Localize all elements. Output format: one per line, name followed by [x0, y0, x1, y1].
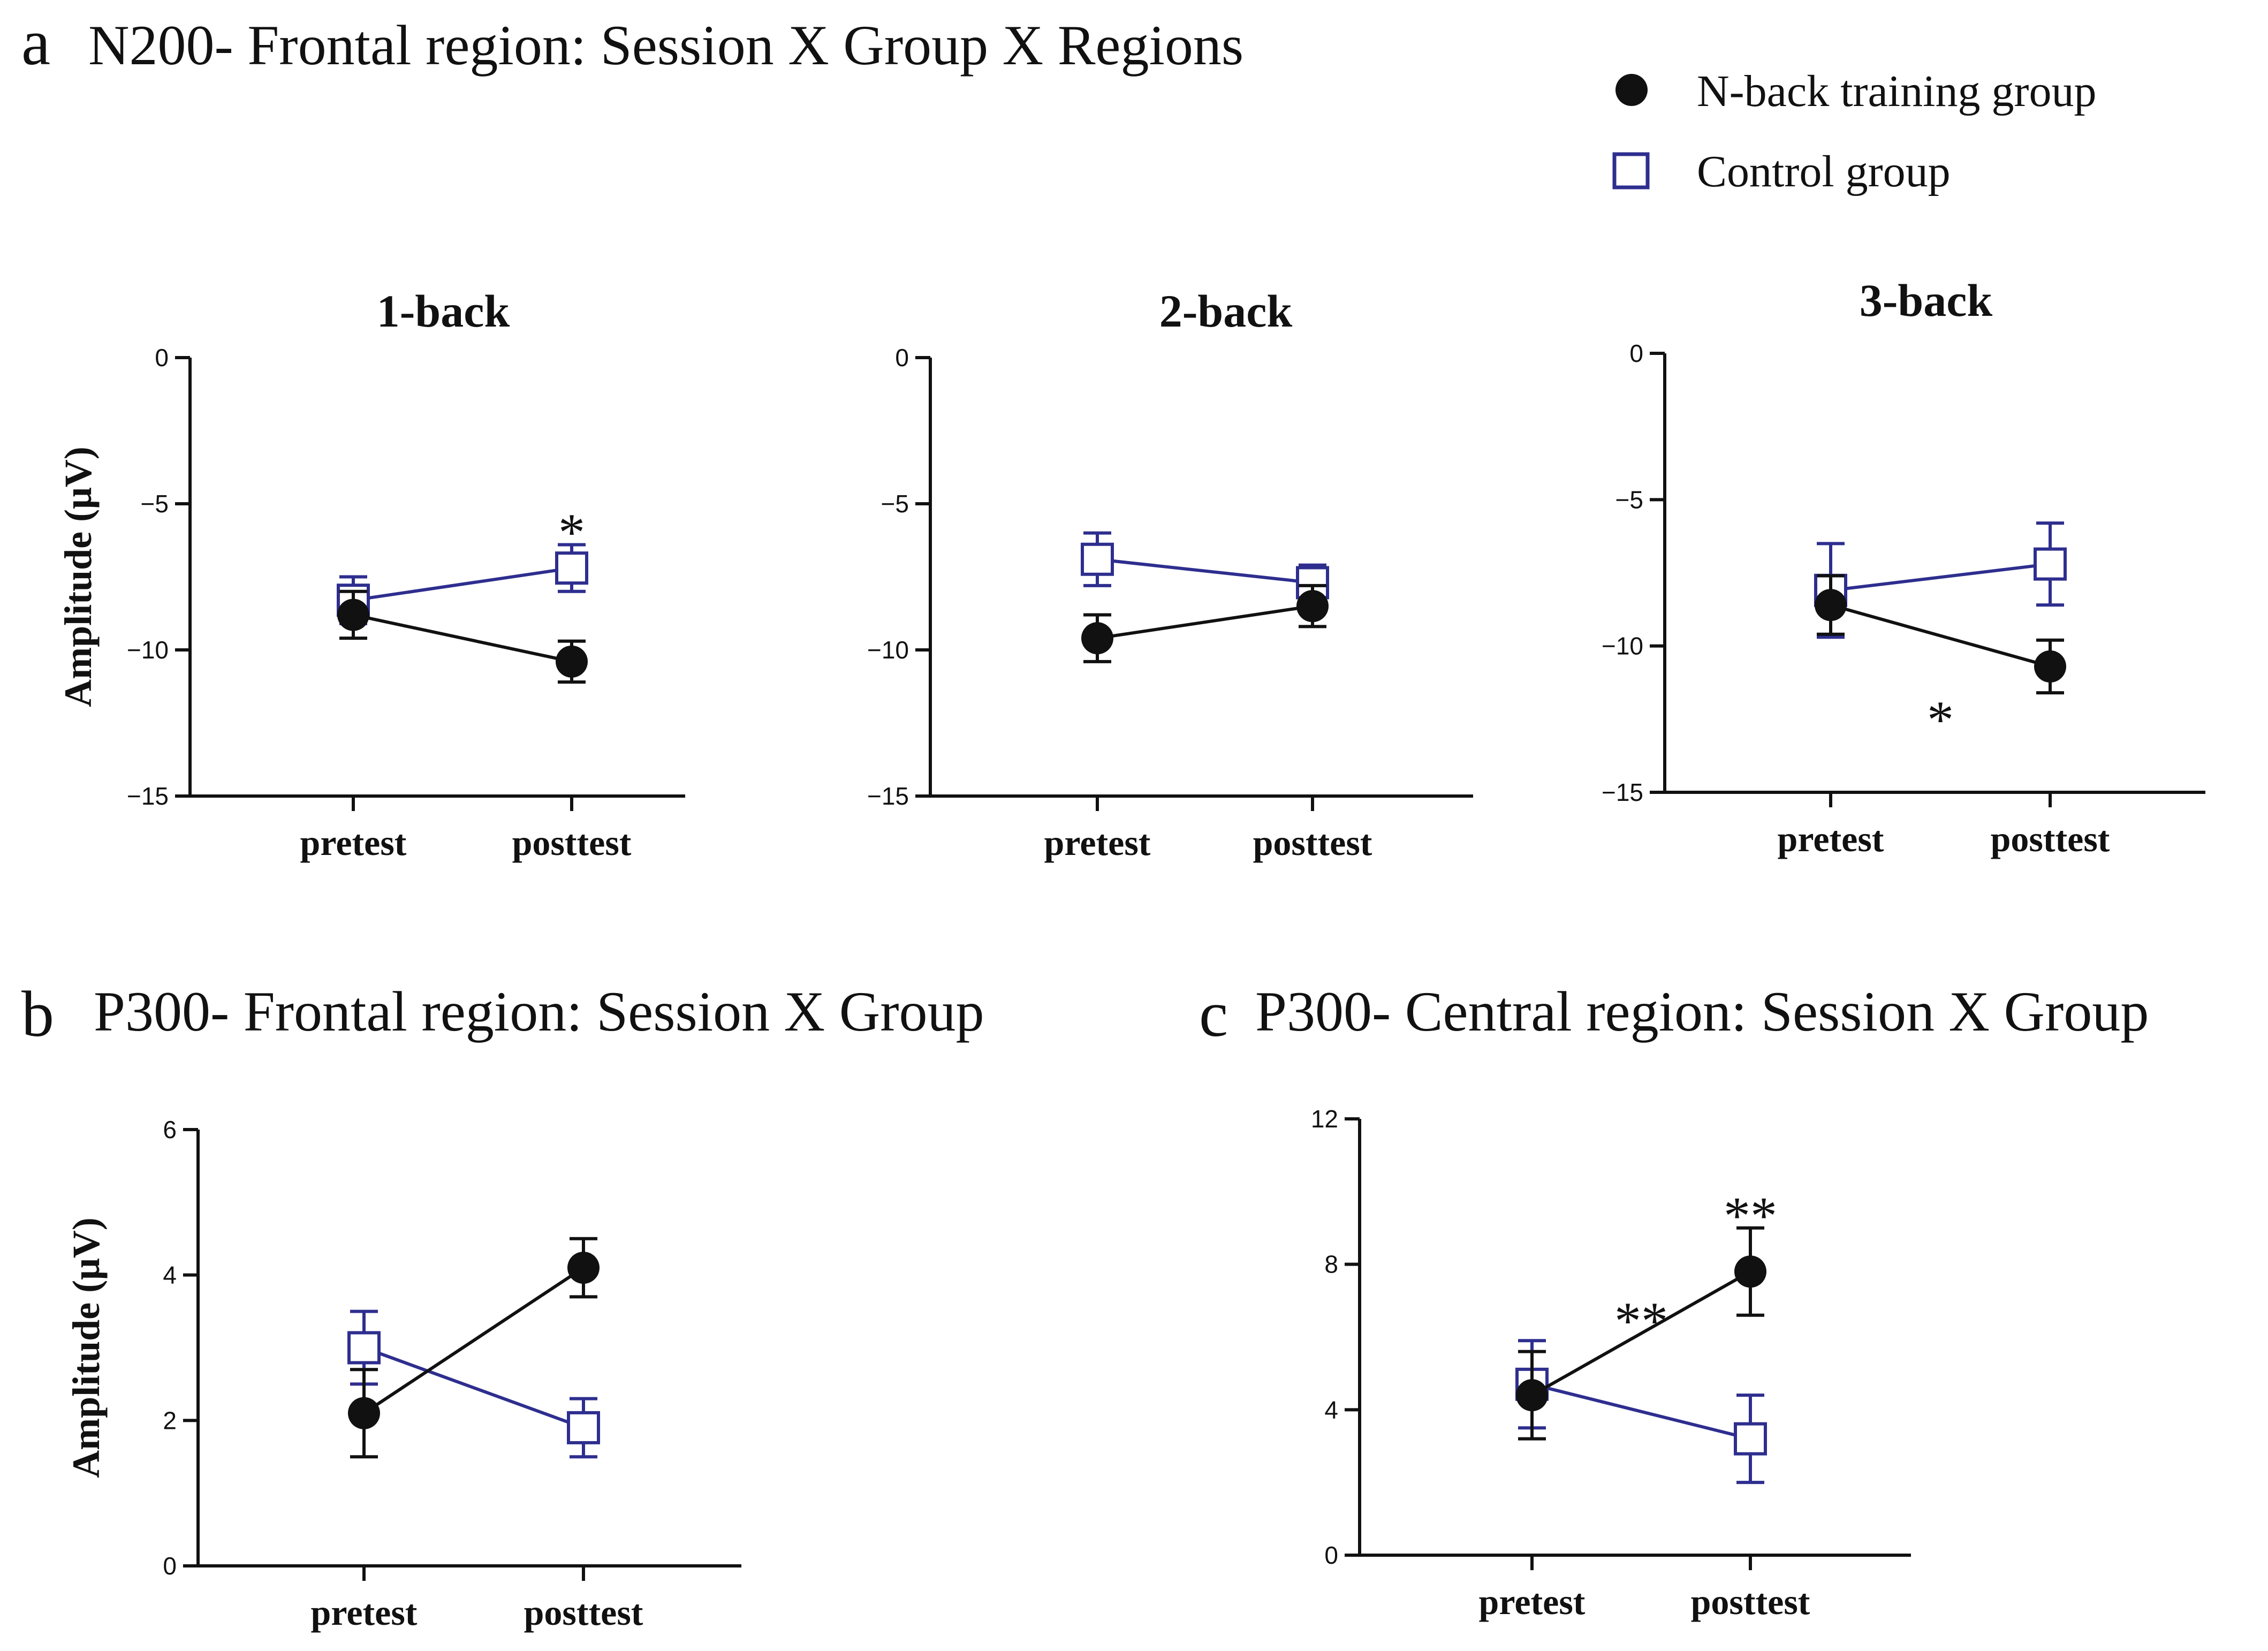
- y-tick-label: −10: [127, 636, 169, 664]
- data-point: [1815, 589, 1847, 622]
- data-point: [567, 1252, 600, 1284]
- data-point: [2034, 547, 2067, 581]
- series-line: [1830, 562, 2051, 592]
- x-tick-label: posttest: [1691, 1581, 1810, 1622]
- subplot-title: 3-back: [1860, 275, 1993, 326]
- y-tick-label: −5: [1615, 486, 1643, 513]
- y-tick-label: 12: [1311, 1105, 1338, 1133]
- x-tick-label: posttest: [1991, 819, 2110, 859]
- subplot-title: 1-back: [377, 285, 510, 337]
- y-tick-label: 0: [163, 1552, 177, 1580]
- series-line: [363, 1266, 585, 1415]
- legend-label-control: Control group: [1697, 147, 1951, 196]
- legend-open-square-marker: [1612, 152, 1650, 190]
- y-tick-label: −10: [1602, 632, 1643, 660]
- series-line: [363, 1346, 585, 1429]
- y-axis-label: Amplitude (μV): [65, 1217, 108, 1478]
- panel-c-title: P300- Central region: Session X Group: [1255, 980, 2149, 1043]
- data-point: [348, 1397, 380, 1429]
- plot-p300-central: 0 4 8 12 pretest posttest ** **: [1311, 1105, 1911, 1622]
- series-line: [1531, 1270, 1751, 1397]
- x-tick-label: pretest: [300, 822, 407, 863]
- data-point: [567, 1411, 600, 1444]
- y-tick-label: 0: [1324, 1541, 1338, 1569]
- significance-marker: **: [1614, 1291, 1668, 1351]
- x-tick-label: pretest: [1479, 1581, 1586, 1622]
- data-point: [555, 551, 588, 585]
- y-tick-label: 0: [155, 344, 169, 372]
- x-tick-label: posttest: [512, 822, 632, 863]
- y-tick-label: 8: [1324, 1251, 1338, 1278]
- panel-b-letter: b: [21, 978, 54, 1050]
- series-line: [1097, 557, 1313, 585]
- y-tick-label: 4: [1324, 1396, 1338, 1423]
- panel-b-title: P300- Frontal region: Session X Group: [94, 980, 984, 1043]
- y-tick-label: −5: [881, 490, 909, 518]
- data-point: [2034, 650, 2066, 683]
- panel-a-letter: a: [21, 6, 50, 79]
- legend: N-back training group Control group: [1612, 66, 2096, 196]
- plot-p300-frontal: 0 2 4 6 pretest posttest Amplitude (μV): [65, 1116, 741, 1633]
- x-tick-label: posttest: [1253, 822, 1372, 863]
- data-point: [556, 645, 588, 678]
- subplot-title: 2-back: [1159, 285, 1293, 337]
- y-tick-label: 0: [895, 344, 909, 372]
- x-tick-label: posttest: [524, 1592, 643, 1633]
- y-axis-label: Amplitude (μV): [57, 446, 100, 707]
- y-tick-label: 2: [163, 1406, 177, 1434]
- y-tick-label: 6: [163, 1116, 177, 1143]
- series-line: [353, 566, 572, 602]
- y-tick-label: −10: [867, 636, 909, 664]
- data-point: [1081, 542, 1114, 576]
- significance-marker: **: [1724, 1186, 1777, 1245]
- series-line: [1830, 603, 2051, 668]
- y-tick-label: 0: [1629, 339, 1643, 367]
- panel-a-title: N200- Frontal region: Session X Group X …: [88, 14, 1243, 77]
- y-tick-label: −15: [867, 782, 909, 810]
- panel-c-letter: c: [1199, 978, 1228, 1050]
- y-tick-label: −5: [141, 490, 169, 518]
- x-tick-label: pretest: [1778, 819, 1884, 859]
- series-line: [1097, 604, 1313, 640]
- data-point: [1296, 590, 1329, 623]
- data-point: [1734, 1255, 1766, 1288]
- plot-3-back: 3-back 0 −5 −10 −15 pretest posttest *: [1602, 275, 2205, 859]
- y-tick-label: −15: [127, 782, 169, 810]
- data-point: [1081, 622, 1113, 655]
- y-tick-label: −15: [1602, 778, 1643, 806]
- x-tick-label: pretest: [311, 1592, 418, 1633]
- legend-label-nback: N-back training group: [1697, 66, 2096, 116]
- data-point: [337, 599, 369, 631]
- data-point: [347, 1331, 381, 1365]
- significance-marker: *: [1927, 690, 1954, 749]
- data-point: [1734, 1422, 1767, 1456]
- significance-marker: *: [558, 502, 585, 562]
- data-point: [1516, 1379, 1548, 1412]
- series-line: [1531, 1382, 1751, 1441]
- series-line: [353, 613, 572, 663]
- plot-1-back: 1-back 0 −5 −10 −15 pretest posttest Amplitude …: [57, 285, 685, 863]
- x-tick-label: pretest: [1044, 822, 1151, 863]
- plot-2-back: 2-back 0 −5 −10 −15 pretest posttest: [867, 285, 1473, 863]
- y-tick-label: 4: [163, 1261, 177, 1289]
- legend-filled-circle-marker: [1615, 74, 1648, 106]
